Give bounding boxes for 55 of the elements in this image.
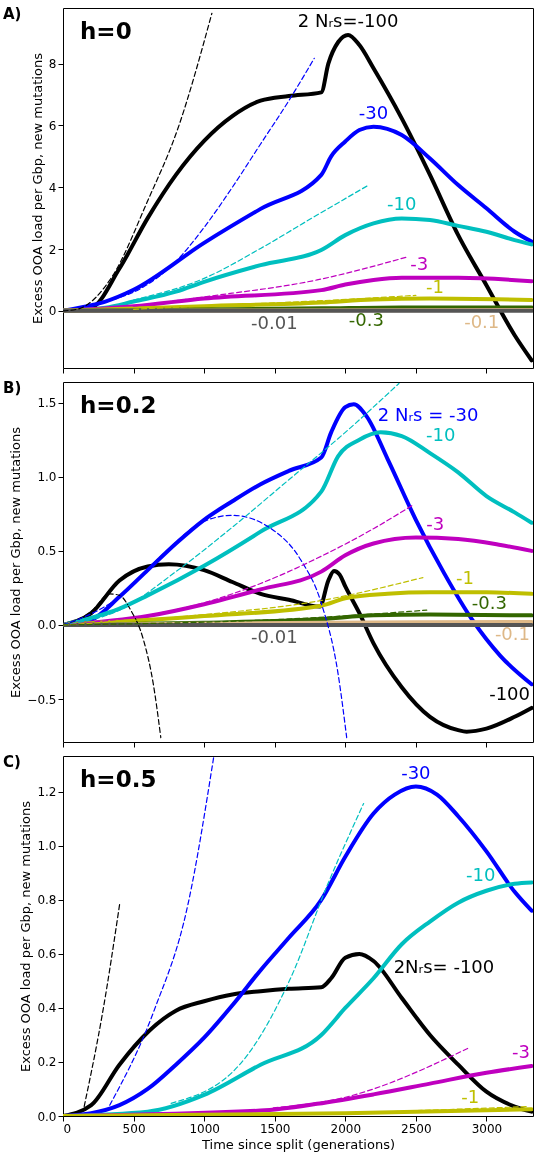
x-tick-label: 3000 bbox=[471, 1121, 503, 1136]
y-axis-title: Excess OOA load per Gbp, new mutations bbox=[29, 52, 45, 324]
series-label: -0.3 bbox=[348, 308, 384, 330]
y-tick-label: 0.5 bbox=[37, 544, 57, 559]
series-label: -100 bbox=[489, 682, 530, 704]
series-label: 2 Nᵣs = -30 bbox=[377, 403, 479, 425]
x-axis-title: Time since split (generations) bbox=[201, 1136, 395, 1152]
series-label: -0.01 bbox=[251, 311, 298, 333]
series-label: -3 bbox=[512, 1041, 530, 1063]
series-label: 2Nᵣs= -100 bbox=[393, 956, 495, 978]
x-tick-label: 1500 bbox=[259, 1121, 291, 1136]
y-axis-title: Excess OOA load per Gbp, new mutations bbox=[8, 426, 24, 698]
chart-title: A) bbox=[3, 5, 22, 23]
y-tick-label: 1.5 bbox=[37, 396, 57, 411]
y-tick-label: 8 bbox=[48, 57, 57, 72]
series-label: -1 bbox=[456, 567, 474, 589]
x-tick-label: 2500 bbox=[401, 1121, 432, 1136]
chart-subtitle: h=0.5 bbox=[80, 766, 157, 792]
series-label: -0.1 bbox=[494, 623, 530, 644]
y-tick-label: 1.0 bbox=[37, 839, 57, 854]
series-label: -0.1 bbox=[464, 311, 500, 332]
y-tick-label: 0.0 bbox=[37, 618, 57, 633]
series-label: -1 bbox=[425, 275, 444, 297]
chart-subtitle: h=0 bbox=[80, 18, 132, 44]
chart-subtitle: h=0.2 bbox=[80, 392, 157, 418]
y-tick-label: 1.0 bbox=[37, 470, 57, 485]
series-label: -10 bbox=[466, 864, 496, 886]
chart-title: C) bbox=[3, 753, 21, 771]
series-label: 2 Nᵣs=-100 bbox=[297, 9, 399, 31]
chart-title: B) bbox=[3, 379, 22, 397]
series-label: -1 bbox=[461, 1085, 480, 1107]
x-tick-label: 0 bbox=[63, 1121, 72, 1136]
y-tick-label: −0.5 bbox=[27, 692, 57, 707]
y-tick-label: 0 bbox=[48, 304, 57, 319]
y-tick-label: 0.2 bbox=[37, 1055, 57, 1070]
y-tick-label: 0.4 bbox=[37, 1001, 57, 1016]
y-tick-label: 2 bbox=[48, 242, 57, 257]
y-tick-label: 6 bbox=[48, 118, 57, 133]
x-tick-label: 500 bbox=[122, 1121, 146, 1136]
y-axis-title: Excess OOA load per Gbp, new mutations bbox=[18, 800, 34, 1072]
series-label: -10 bbox=[426, 424, 456, 446]
x-tick-label: 2000 bbox=[330, 1121, 362, 1136]
y-tick-label: 0.0 bbox=[37, 1109, 57, 1124]
series-label: -10 bbox=[387, 193, 417, 215]
series-label: -3 bbox=[426, 513, 445, 535]
y-tick-label: 0.8 bbox=[37, 893, 57, 908]
series-label: -30 bbox=[401, 761, 431, 783]
series-label: -0.01 bbox=[251, 625, 298, 647]
y-tick-label: 0.6 bbox=[37, 947, 57, 962]
x-tick-label: 1000 bbox=[189, 1121, 220, 1136]
y-tick-label: 1.2 bbox=[37, 785, 57, 800]
y-tick-label: 4 bbox=[48, 180, 57, 195]
series-label: -30 bbox=[358, 101, 389, 123]
series-label: -3 bbox=[410, 252, 429, 274]
series-label: -0.3 bbox=[471, 591, 507, 613]
